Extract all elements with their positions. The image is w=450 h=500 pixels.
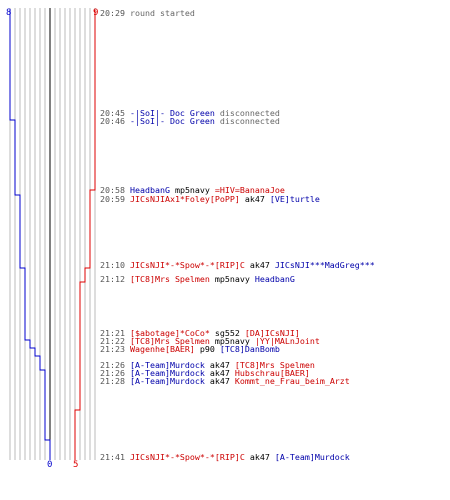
log-player: |YY|MALnJoint (254, 336, 320, 346)
log-player: [VE]turtle (269, 194, 320, 204)
blue-start-score: 8 (6, 8, 11, 18)
log-entry: 21:10 JICsNJI*-*Spow*-*[RIP]C ak47 JICsN… (100, 261, 375, 270)
log-weapon: ak47 (204, 376, 235, 386)
log-weapon: mp5navy (209, 274, 255, 284)
log-player: [TC8]DanBomb (219, 344, 280, 354)
log-entry: 21:41 JICsNJI*-*Spow*-*[RIP]C ak47 [A-Te… (100, 453, 350, 462)
blue-end-score: 0 (47, 460, 52, 470)
log-entry: 21:21 [$abotage]*CoCo* sg552 [DA]ICsNJI] (100, 329, 300, 338)
log-timestamp: 21:26 (100, 368, 130, 378)
log-timestamp: 21:22 (100, 336, 130, 346)
log-player: =HIV=BananaJoe (214, 185, 285, 195)
red-team-score-line (74, 10, 96, 460)
log-player: JICsNJI***MadGreg*** (274, 260, 375, 270)
log-player: JICsNJI*-*Spow*-*[RIP]C (129, 260, 245, 270)
log-timestamp: 21:28 (100, 376, 130, 386)
log-entry: 20:59 JICsNJIAx1*Foley[PoPP] ak47 [VE]tu… (100, 195, 320, 204)
log-player: [TC8]Mrs Spelmen (129, 274, 210, 284)
log-entry: 20:45 -|SoI|- Doc Green disconnected (100, 109, 280, 118)
log-entry: 21:23 Wagenhe[BAER] p90 [TC8]DanBomb (100, 345, 280, 354)
log-timestamp: 21:12 (100, 274, 130, 284)
log-timestamp: 20:46 (100, 116, 130, 126)
log-entry: 21:28 [A-Team]Murdock ak47 Kommt_ne_Frau… (100, 377, 350, 386)
log-weapon: mp5navy (209, 336, 255, 346)
log-message: disconnected (214, 108, 280, 118)
log-player: Wagenhe[BAER] (129, 344, 195, 354)
log-entry: 21:26 [A-Team]Murdock ak47 [TC8]Mrs Spel… (100, 361, 315, 370)
log-player: [TC8]Mrs Spelmen (129, 336, 210, 346)
log-timestamp: 20:58 (100, 185, 130, 195)
log-player: -|SoI|- Doc Green (129, 116, 215, 126)
log-player: [$abotage]*CoCo* (129, 328, 210, 338)
log-weapon: ak47 (244, 260, 275, 270)
log-timestamp: 21:10 (100, 260, 130, 270)
log-weapon: ak47 (239, 194, 270, 204)
log-player: [A-Team]Murdock (129, 360, 205, 370)
log-player: [A-Team]Murdock (129, 368, 205, 378)
log-timestamp: 20:59 (100, 194, 130, 204)
log-player: HeadbanG (129, 185, 170, 195)
blue-team-score-line (9, 10, 51, 460)
red-end-score: 5 (73, 460, 78, 470)
log-player: JICsNJI*-*Spow*-*[RIP]C (129, 452, 245, 462)
log-entry: 20:29 round started (100, 9, 195, 18)
log-timestamp: 21:21 (100, 328, 130, 338)
log-timestamp: 21:26 (100, 360, 130, 370)
log-weapon: sg552 (209, 328, 245, 338)
log-weapon: mp5navy (169, 185, 215, 195)
log-player: [DA]ICsNJI] (244, 328, 300, 338)
log-weapon: ak47 (204, 368, 235, 378)
log-weapon: ak47 (244, 452, 275, 462)
log-entry: 20:58 HeadbanG mp5navy =HIV=BananaJoe (100, 186, 285, 195)
log-player: Kommt_ne_Frau_beim_Arzt (234, 376, 350, 386)
log-entry: 20:46 -|SoI|- Doc Green disconnected (100, 117, 280, 126)
log-message: round started (129, 8, 195, 18)
log-timestamp: 20:29 (100, 8, 130, 18)
log-entry: 21:26 [A-Team]Murdock ak47 Hubschrau[BAE… (100, 369, 310, 378)
log-player: [TC8]Mrs Spelmen (234, 360, 315, 370)
log-message: disconnected (214, 116, 280, 126)
log-player: HeadbanG (254, 274, 295, 284)
log-entry: 21:12 [TC8]Mrs Spelmen mp5navy HeadbanG (100, 275, 295, 284)
log-timestamp: 21:41 (100, 452, 130, 462)
log-player: -|SoI|- Doc Green (129, 108, 215, 118)
log-player: [A-Team]Murdock (129, 376, 205, 386)
log-player: [A-Team]Murdock (274, 452, 350, 462)
log-weapon: ak47 (204, 360, 235, 370)
log-player: Hubschrau[BAER] (234, 368, 310, 378)
log-entry: 21:22 [TC8]Mrs Spelmen mp5navy |YY|MALnJ… (100, 337, 320, 346)
log-timestamp: 20:45 (100, 108, 130, 118)
log-weapon: p90 (194, 344, 220, 354)
log-player: JICsNJIAx1*Foley[PoPP] (129, 194, 240, 204)
log-timestamp: 21:23 (100, 344, 130, 354)
red-start-score: 9 (93, 8, 98, 18)
